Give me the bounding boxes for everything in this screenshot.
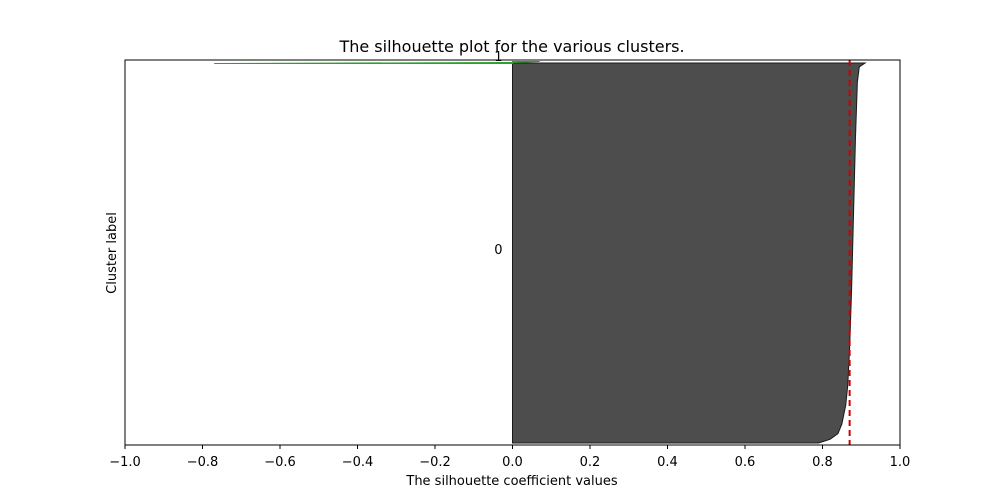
x-tick-label: −0.2	[419, 455, 451, 470]
x-tick-label: −1.0	[109, 455, 141, 470]
x-tick-label: 0.0	[502, 455, 523, 470]
x-tick-label: 0.4	[657, 455, 678, 470]
x-axis-label: The silhouette coefficient values	[405, 474, 617, 489]
x-tick-label: −0.6	[264, 455, 296, 470]
cluster-labels: 01	[494, 50, 502, 258]
cluster-1-silhouette	[214, 61, 540, 64]
x-tick-label: 0.6	[735, 455, 756, 470]
x-tick-label: −0.4	[342, 455, 374, 470]
cluster-label-0: 0	[494, 243, 502, 258]
x-tick-label: −0.8	[187, 455, 219, 470]
x-axis-ticks: −1.0 −0.8 −0.6 −0.4 −0.2 0.0 0.2 0.4 0.6 0.8 1.0	[109, 445, 910, 470]
y-axis-label: Cluster label	[105, 212, 120, 294]
cluster-label-1: 1	[494, 50, 502, 65]
x-tick-label: 1.0	[890, 455, 911, 470]
chart-marks	[214, 60, 867, 445]
chart-title: The silhouette plot for the various clus…	[338, 37, 684, 56]
cluster-0-silhouette	[512, 62, 867, 444]
x-tick-label: 0.2	[580, 455, 601, 470]
x-tick-label: 0.8	[812, 455, 833, 470]
